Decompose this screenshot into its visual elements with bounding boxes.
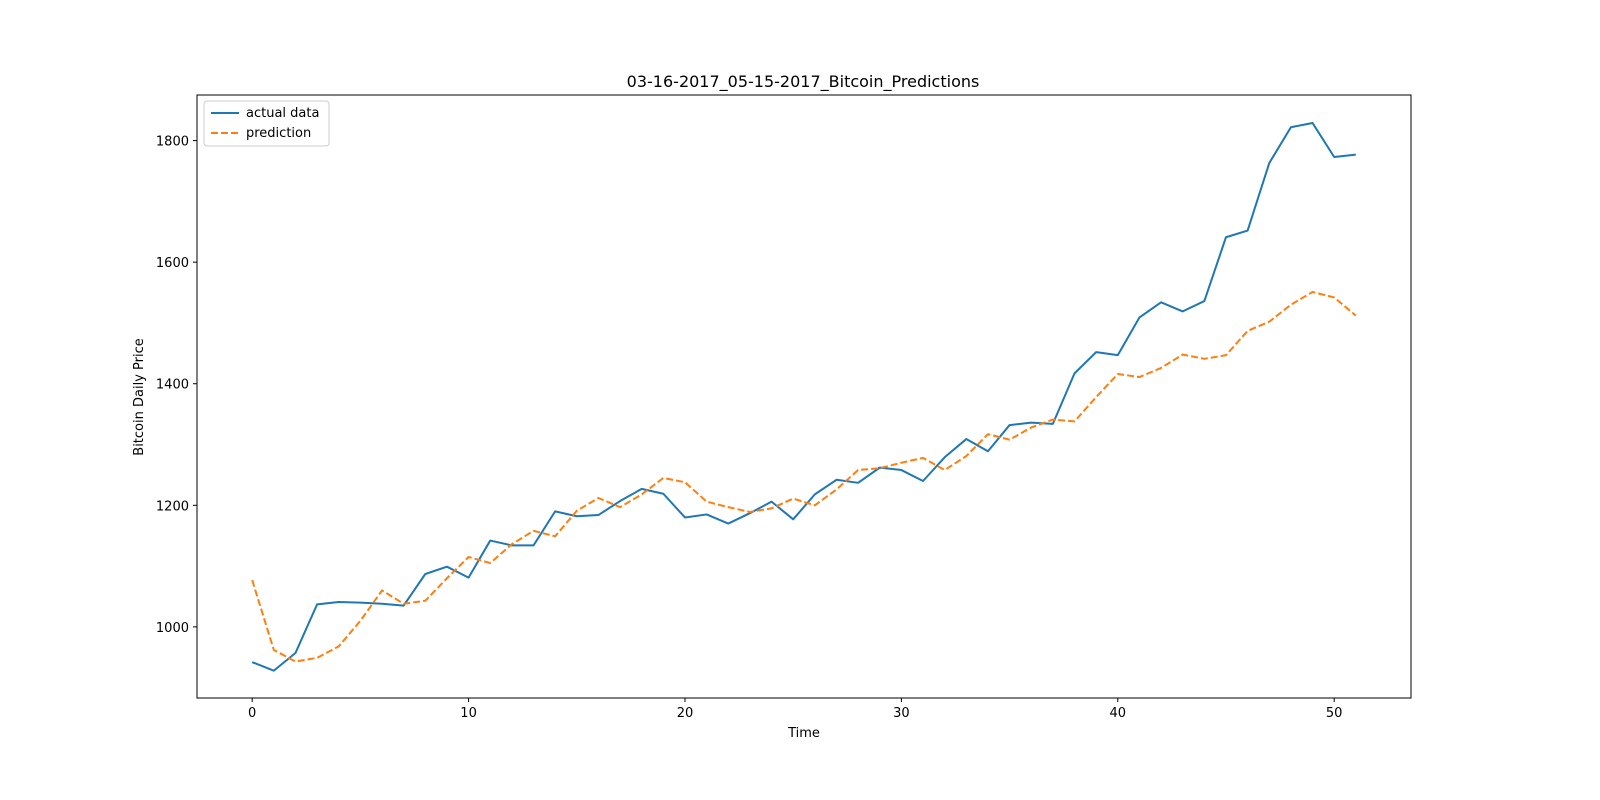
x-tick-label: 40 [1110, 706, 1127, 721]
x-tick-label: 10 [460, 706, 477, 721]
y-tick-label: 1600 [156, 256, 189, 271]
legend-label-actual-data: actual data [246, 106, 319, 121]
y-tick-label: 1000 [156, 621, 189, 636]
plot-frame [196, 94, 1412, 699]
plot-area [251, 121, 1357, 672]
y-tick-label: 1400 [156, 378, 189, 393]
y-tick-label: 1800 [156, 135, 189, 150]
y-axis-label: Bitcoin Daily Price [132, 338, 147, 455]
x-tick-label: 20 [677, 706, 694, 721]
x-tick-label: 30 [893, 706, 910, 721]
y-tick-label: 1200 [156, 499, 189, 514]
x-tick-label: 0 [248, 706, 256, 721]
legend: actual data prediction [203, 100, 330, 147]
y-axis: 1000 1200 1400 1600 1800 [156, 135, 197, 636]
x-axis: 0 10 20 30 40 50 [248, 698, 1342, 721]
x-axis-label: Time [787, 726, 820, 741]
chart-title: 03-16-2017_05-15-2017_Bitcoin_Prediction… [627, 72, 980, 92]
x-tick-label: 50 [1326, 706, 1343, 721]
legend-label-prediction: prediction [246, 126, 311, 141]
series-line-actual-data [251, 121, 1356, 672]
